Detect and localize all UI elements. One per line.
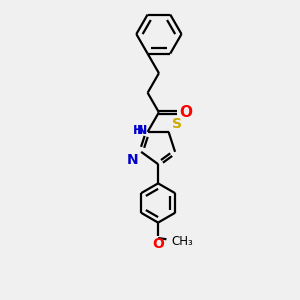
Text: N: N	[127, 153, 139, 167]
Text: O: O	[179, 105, 192, 120]
Text: N: N	[137, 124, 147, 136]
Text: CH₃: CH₃	[171, 235, 193, 248]
Text: H: H	[133, 124, 143, 136]
Text: O: O	[152, 237, 164, 251]
Text: S: S	[172, 117, 182, 131]
